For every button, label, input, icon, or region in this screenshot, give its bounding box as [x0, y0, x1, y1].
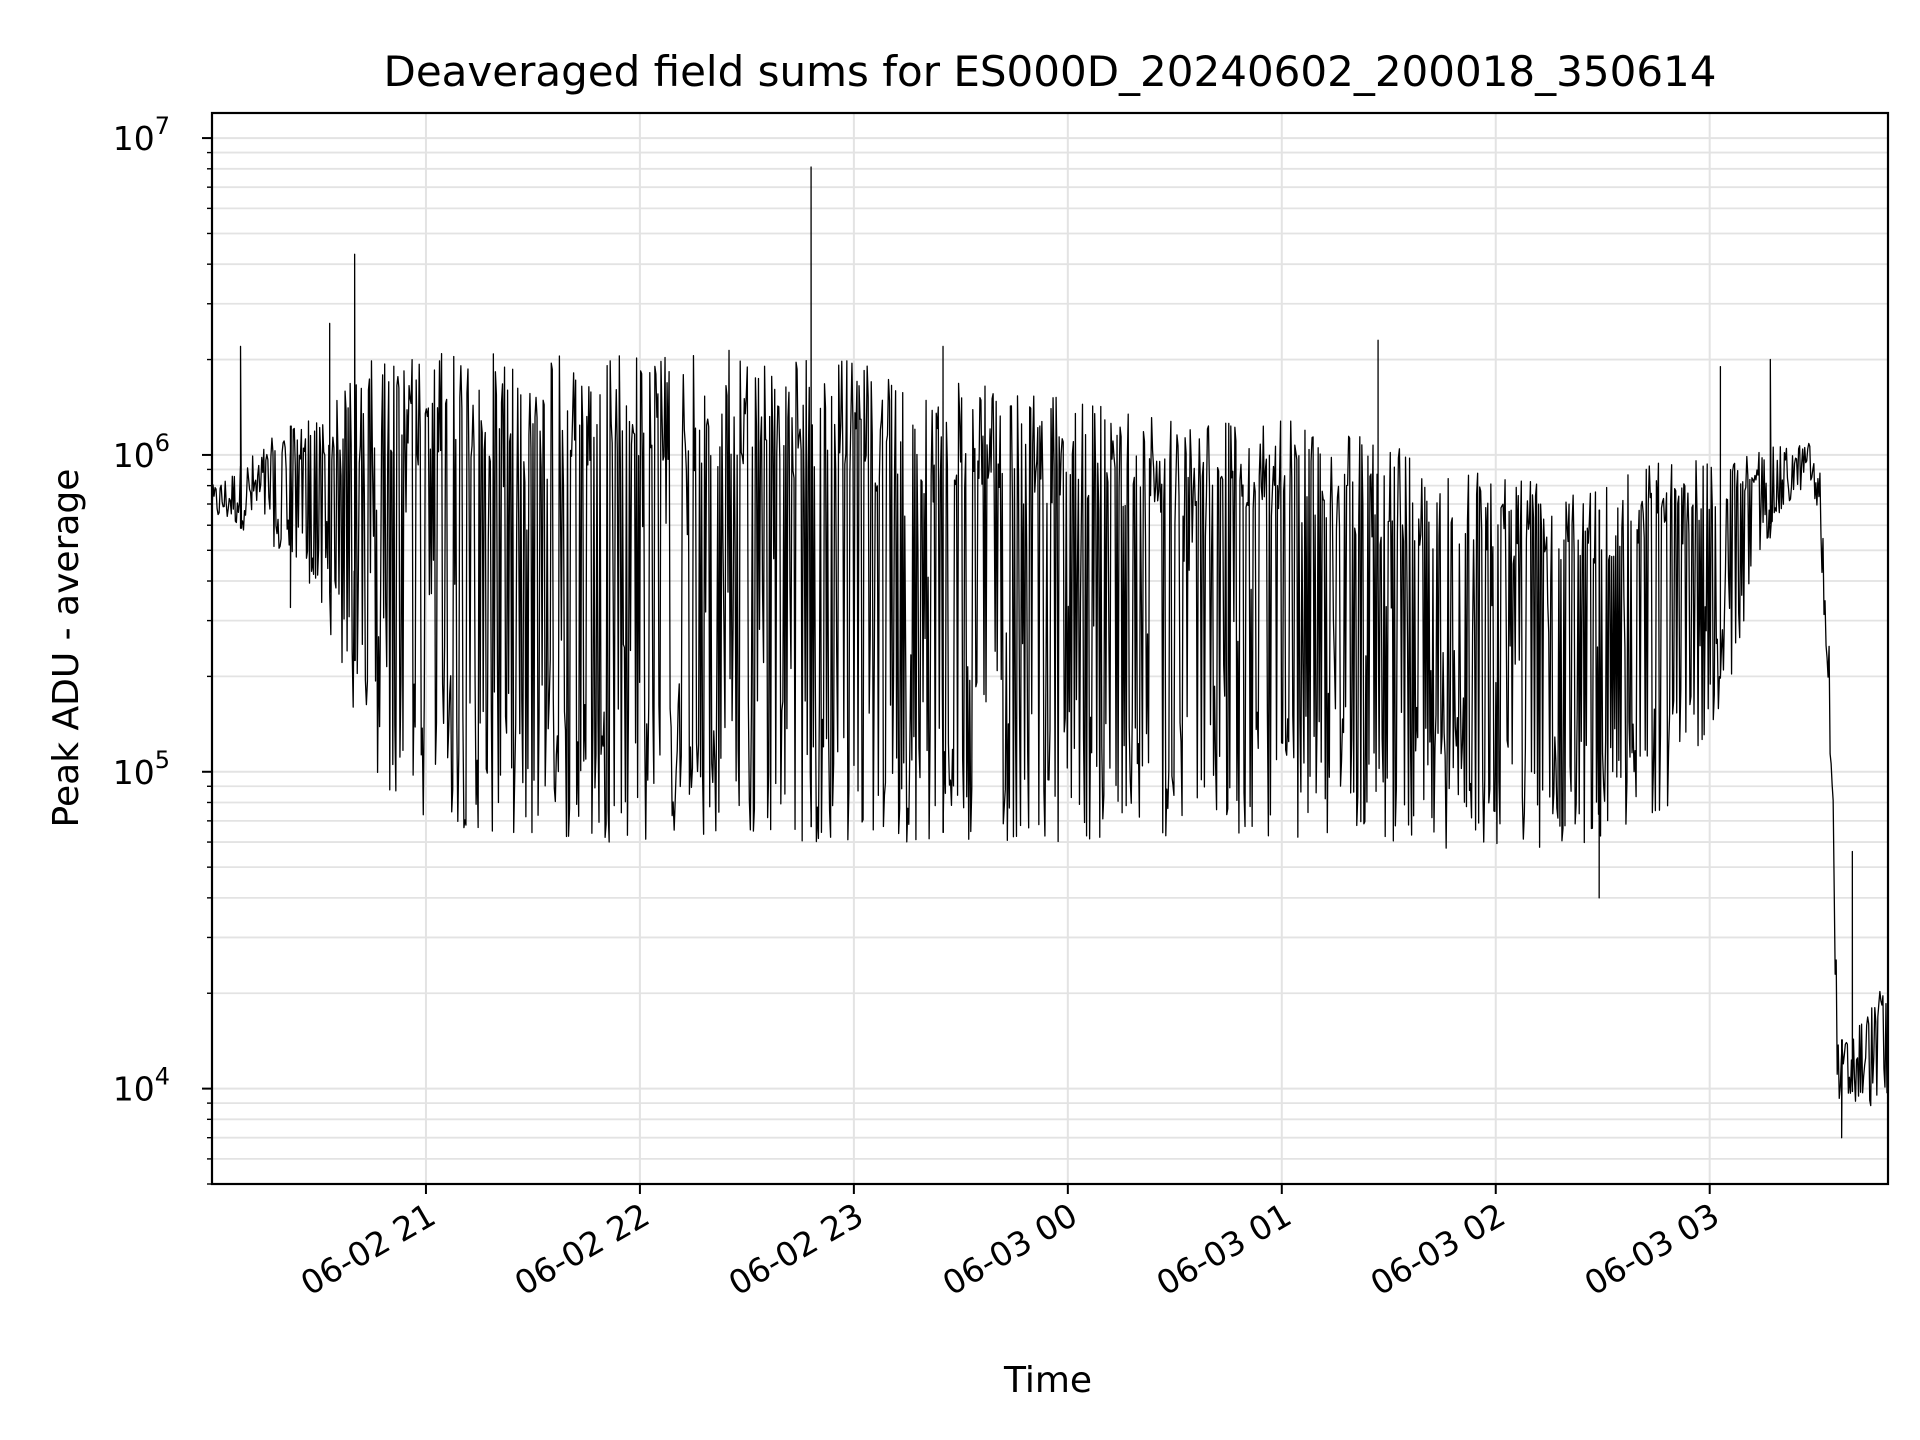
y-tick-exponent: 7 [155, 112, 170, 140]
y-axis-label: Peak ADU - average [46, 469, 87, 828]
y-tick-base: 10 [113, 1070, 155, 1109]
y-tick-exponent: 4 [155, 1063, 170, 1091]
chart-title: Deaveraged field sums for ES000D_2024060… [384, 47, 1717, 96]
y-tick-label: 105 [113, 746, 170, 792]
y-tick-base: 10 [113, 119, 155, 158]
x-axis-label: Time [1003, 1360, 1092, 1401]
y-tick-exponent: 6 [155, 429, 170, 457]
series-line [212, 166, 1888, 1139]
series-path [212, 166, 1888, 1139]
y-tick-label: 106 [113, 429, 170, 475]
grid [212, 113, 1888, 1185]
y-tick-base: 10 [113, 753, 155, 792]
y-tick-label: 107 [113, 112, 170, 158]
y-tick-exponent: 5 [155, 746, 170, 774]
y-tick-base: 10 [113, 436, 155, 475]
y-tick-label: 104 [113, 1063, 170, 1109]
plot-frame [210, 111, 1890, 1186]
